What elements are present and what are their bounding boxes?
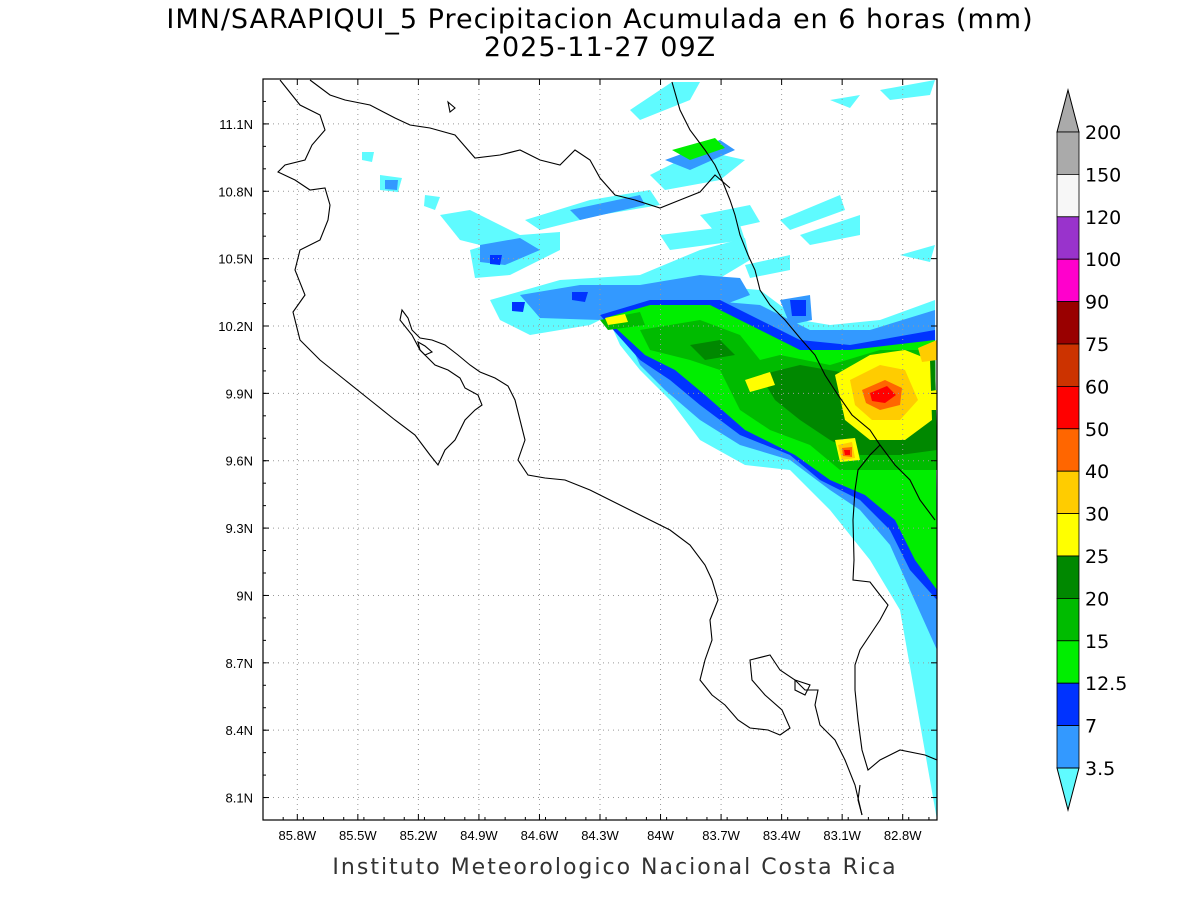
precip-60mm xyxy=(844,386,896,455)
lat-tick-label: 10.8N xyxy=(218,184,253,199)
lat-tick-label: 10.5N xyxy=(218,252,253,267)
colorbar-label: 60 xyxy=(1085,376,1109,398)
longitude-axis: 85.8W 85.5W 85.2W 84.9W 84.6W 84.3W 84W 83.7W 83… xyxy=(262,79,930,843)
lon-tick-label: 84.9W xyxy=(460,828,498,843)
map-title: IMN/SARAPIQUI_5 Precipitacion Acumulada … xyxy=(166,4,1034,35)
lon-tick-label: 85.2W xyxy=(400,828,438,843)
colorbar-label: 3.5 xyxy=(1085,758,1115,780)
colorbar-label: 150 xyxy=(1085,164,1121,186)
colorbar-label: 100 xyxy=(1085,249,1121,271)
latitude-axis: 11.1N 10.8N 10.5N 10.2N 9.9N 9.6N 9.3N 9N 8.7N 8.… xyxy=(218,78,937,821)
colorbar-label: 25 xyxy=(1085,546,1109,568)
colorbar-box xyxy=(1056,640,1080,684)
colorbar-box xyxy=(1056,513,1080,557)
precip-field xyxy=(362,80,937,820)
colorbar-box xyxy=(1056,216,1080,260)
lon-tick-label: 82.8W xyxy=(884,828,922,843)
colorbar-label: 90 xyxy=(1085,292,1109,314)
colorbar-label: 75 xyxy=(1085,334,1109,356)
grid-lines xyxy=(263,79,937,820)
lon-tick-label: 85.5W xyxy=(339,828,377,843)
lat-tick-label: 10.2N xyxy=(218,319,253,334)
colorbar-box xyxy=(1056,131,1080,175)
colorbar-label: 30 xyxy=(1085,504,1109,526)
lon-tick-label: 83.7W xyxy=(702,828,740,843)
lon-tick-label: 83.4W xyxy=(763,828,801,843)
colorbar-box xyxy=(1056,301,1080,345)
colorbar-box xyxy=(1056,682,1080,727)
colorbar-label: 50 xyxy=(1085,419,1109,441)
colorbar-label: 120 xyxy=(1085,207,1121,229)
colorbar-label: 7 xyxy=(1085,716,1097,738)
colorbar-box xyxy=(1056,343,1080,387)
colorbar-label: 12.5 xyxy=(1085,673,1127,695)
colorbar-box xyxy=(1056,725,1080,769)
colorbar-label: 20 xyxy=(1085,588,1109,610)
colorbar-label: 15 xyxy=(1085,631,1109,653)
colorbar-label: 40 xyxy=(1085,461,1109,483)
lon-tick-label: 84.6W xyxy=(521,828,559,843)
lat-tick-label: 9.3N xyxy=(226,521,253,536)
lon-tick-label: 85.8W xyxy=(279,828,317,843)
colorbar-top-triangle xyxy=(1056,88,1080,133)
colorbar-box xyxy=(1056,428,1080,472)
lon-tick-label: 84W xyxy=(647,828,674,843)
colorbar: 200 150 120 100 90 75 60 50 40 30 25 20 15 12.5 7 3.5 xyxy=(1056,88,1127,812)
lat-tick-label: 9N xyxy=(236,588,253,603)
lat-tick-label: 8.7N xyxy=(226,656,253,671)
lat-tick-label: 8.4N xyxy=(226,723,253,738)
lat-tick-label: 9.9N xyxy=(226,386,253,401)
map-valid-time: 2025-11-27 09Z xyxy=(483,32,717,63)
colorbar-bottom-triangle xyxy=(1056,767,1080,812)
colorbar-label: 200 xyxy=(1085,122,1121,144)
lon-tick-label: 83.1W xyxy=(823,828,861,843)
colorbar-box xyxy=(1056,258,1080,303)
lat-tick-label: 11.1N xyxy=(219,117,253,132)
credit-text: Instituto Meteorologico Nacional Costa R… xyxy=(332,855,898,880)
colorbar-box xyxy=(1056,598,1080,642)
lat-tick-label: 8.1N xyxy=(226,791,253,806)
colorbar-box xyxy=(1056,470,1080,515)
coastline xyxy=(277,79,937,816)
lon-tick-label: 84.3W xyxy=(581,828,619,843)
colorbar-box xyxy=(1056,385,1080,430)
colorbar-box xyxy=(1056,555,1080,599)
colorbar-box xyxy=(1056,173,1080,218)
lat-tick-label: 9.6N xyxy=(226,454,253,469)
